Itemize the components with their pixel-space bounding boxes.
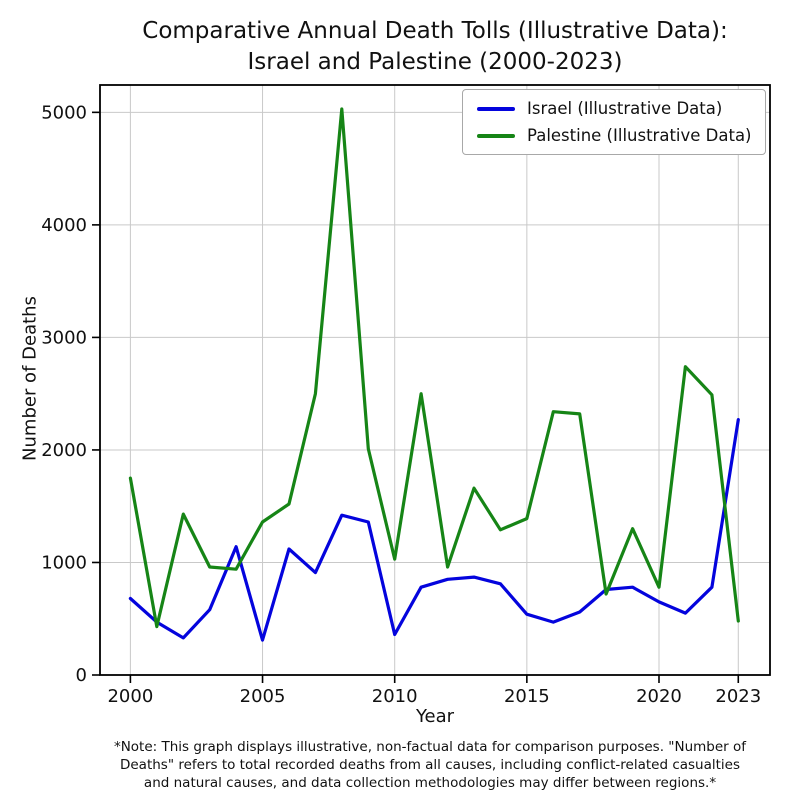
legend-label-palestine: Palestine (Illustrative Data) — [527, 126, 752, 145]
chart-title: Comparative Annual Death Tolls (Illustra… — [70, 16, 800, 78]
y-axis-label: Number of Deaths — [19, 296, 41, 461]
x-axis-label: Year — [415, 706, 455, 727]
israel-line-swatch — [477, 106, 515, 111]
chart-title-line1: Comparative Annual Death Tolls (Illustra… — [142, 18, 728, 44]
footnote-line3: and natural causes, and data collection … — [143, 775, 717, 791]
x-tick-label: 2020 — [636, 686, 682, 707]
chart-title-line2: Israel and Palestine (2000-2023) — [247, 49, 623, 75]
footnote: *Note: This graph displays illustrative,… — [55, 738, 800, 792]
y-tick-label: 5000 — [41, 102, 87, 123]
x-tick-label: 2000 — [107, 686, 153, 707]
palestine-data-line — [128, 107, 740, 629]
plot-border — [99, 84, 771, 676]
y-tick-label: 1000 — [41, 552, 87, 573]
y-tick-label: 2000 — [41, 440, 87, 461]
footnote-line1: *Note: This graph displays illustrative,… — [113, 739, 747, 755]
y-tick-label: 0 — [76, 665, 87, 686]
legend: Israel (Illustrative Data) Palestine (Il… — [462, 89, 766, 155]
x-tick-label: 2010 — [372, 686, 418, 707]
legend-item-israel: Israel (Illustrative Data) — [477, 99, 753, 118]
y-tick-label: 4000 — [41, 215, 87, 236]
israel-data-line — [128, 418, 740, 642]
palestine-line-swatch — [477, 133, 515, 138]
x-tick-label: 2023 — [715, 686, 761, 707]
legend-label-israel: Israel (Illustrative Data) — [527, 99, 723, 118]
x-tick-label: 2015 — [504, 686, 550, 707]
y-tick-label: 3000 — [41, 327, 87, 348]
legend-item-palestine: Palestine (Illustrative Data) — [477, 126, 753, 145]
footnote-line2: Deaths" refers to total recorded deaths … — [119, 757, 741, 773]
x-tick-label: 2005 — [240, 686, 286, 707]
